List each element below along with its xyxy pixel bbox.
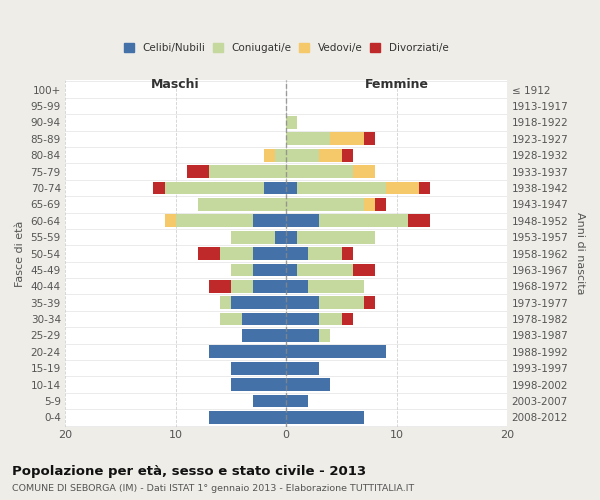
Bar — [297, 264, 353, 276]
Bar — [231, 264, 253, 276]
Bar — [275, 149, 286, 162]
Bar — [286, 362, 319, 374]
Bar — [364, 132, 374, 145]
Bar — [297, 231, 374, 243]
Bar — [154, 182, 164, 194]
Bar — [286, 296, 319, 309]
Bar — [386, 182, 419, 194]
Bar — [286, 378, 331, 391]
Bar — [176, 214, 253, 227]
Bar — [286, 411, 364, 424]
Text: Popolazione per età, sesso e stato civile - 2013: Popolazione per età, sesso e stato civil… — [12, 465, 366, 478]
Bar — [364, 296, 374, 309]
Bar — [198, 247, 220, 260]
Bar — [353, 264, 374, 276]
Bar — [253, 247, 286, 260]
Bar — [264, 182, 286, 194]
Bar — [286, 346, 386, 358]
Bar — [209, 346, 286, 358]
Bar — [220, 312, 242, 326]
Bar — [408, 214, 430, 227]
Bar — [242, 312, 286, 326]
Bar — [286, 394, 308, 407]
Bar — [308, 247, 341, 260]
Bar — [286, 247, 308, 260]
Bar — [286, 132, 331, 145]
Text: COMUNE DI SEBORGA (IM) - Dati ISTAT 1° gennaio 2013 - Elaborazione TUTTITALIA.IT: COMUNE DI SEBORGA (IM) - Dati ISTAT 1° g… — [12, 484, 414, 493]
Bar — [220, 247, 253, 260]
Bar — [286, 312, 319, 326]
Bar — [275, 231, 286, 243]
Legend: Celibi/Nubili, Coniugati/e, Vedovi/e, Divorziati/e: Celibi/Nubili, Coniugati/e, Vedovi/e, Di… — [121, 40, 451, 56]
Bar — [286, 264, 297, 276]
Bar — [231, 378, 286, 391]
Bar — [164, 214, 176, 227]
Bar — [198, 198, 286, 211]
Bar — [231, 362, 286, 374]
Bar — [209, 280, 231, 292]
Bar — [286, 149, 319, 162]
Bar — [253, 280, 286, 292]
Bar — [419, 182, 430, 194]
Bar — [286, 329, 319, 342]
Bar — [253, 264, 286, 276]
Bar — [331, 132, 364, 145]
Bar — [286, 182, 297, 194]
Bar — [341, 247, 353, 260]
Bar — [286, 198, 364, 211]
Bar — [253, 214, 286, 227]
Y-axis label: Fasce di età: Fasce di età — [15, 220, 25, 286]
Bar — [242, 329, 286, 342]
Y-axis label: Anni di nascita: Anni di nascita — [575, 212, 585, 295]
Bar — [209, 411, 286, 424]
Bar — [286, 214, 319, 227]
Bar — [319, 149, 341, 162]
Bar — [341, 149, 353, 162]
Bar — [297, 182, 386, 194]
Bar — [308, 280, 364, 292]
Bar — [264, 149, 275, 162]
Text: Femmine: Femmine — [365, 78, 429, 91]
Bar — [319, 214, 408, 227]
Bar — [286, 116, 297, 129]
Bar — [364, 198, 374, 211]
Bar — [231, 296, 286, 309]
Bar — [286, 280, 308, 292]
Bar — [319, 312, 341, 326]
Bar — [164, 182, 264, 194]
Bar — [231, 280, 253, 292]
Bar — [220, 296, 231, 309]
Bar — [341, 312, 353, 326]
Bar — [209, 165, 286, 178]
Bar — [231, 231, 275, 243]
Text: Maschi: Maschi — [151, 78, 200, 91]
Bar — [319, 296, 364, 309]
Bar — [353, 165, 374, 178]
Bar — [253, 394, 286, 407]
Bar — [319, 329, 331, 342]
Bar — [286, 165, 353, 178]
Bar — [286, 231, 297, 243]
Bar — [187, 165, 209, 178]
Bar — [374, 198, 386, 211]
